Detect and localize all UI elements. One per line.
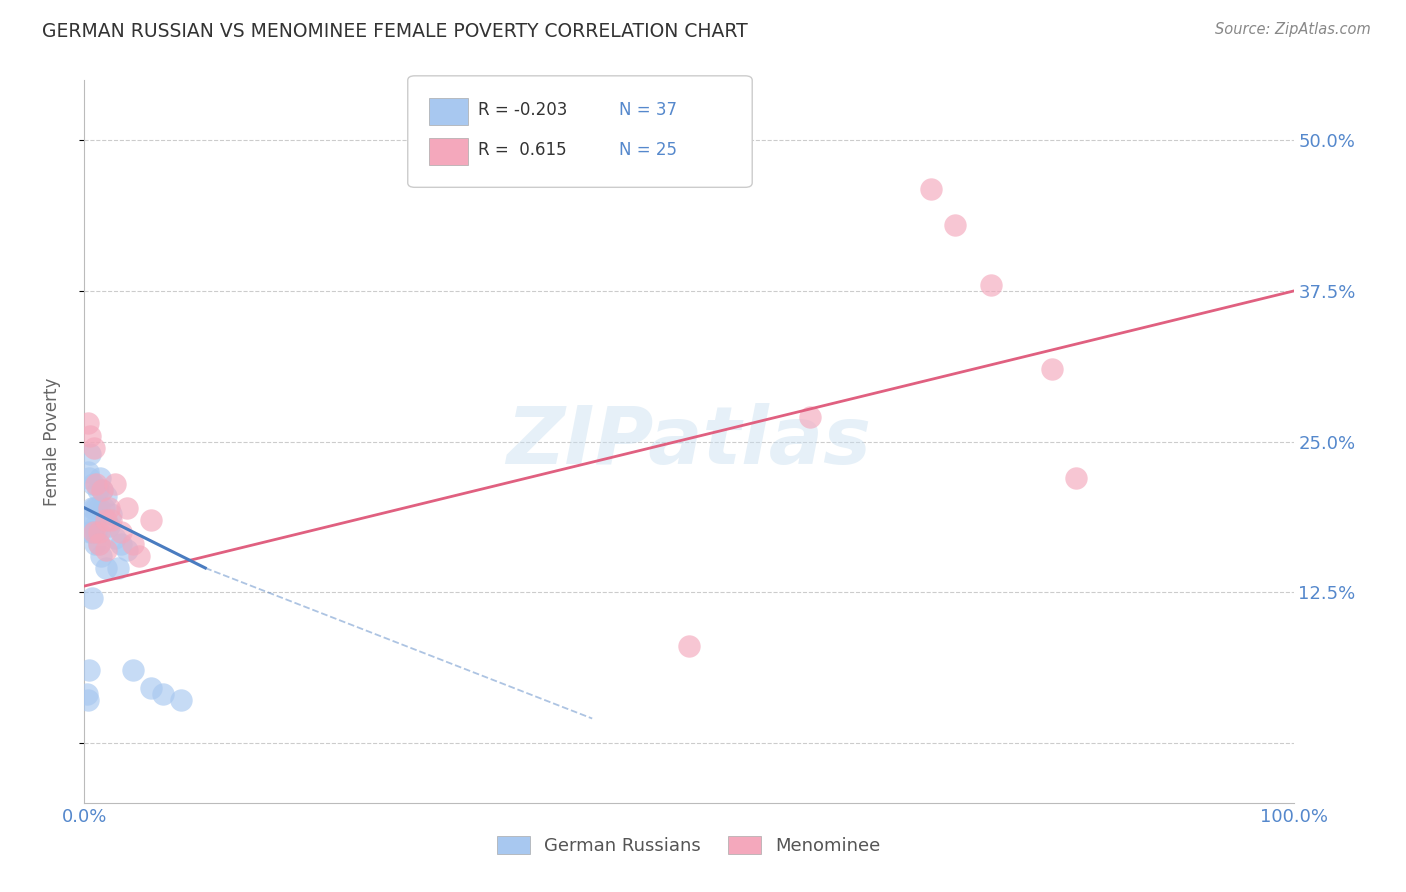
Point	[86, 476, 108, 491]
Point	[93, 500, 115, 515]
Point	[87, 524, 110, 539]
Point	[77, 693, 100, 707]
Point	[1040, 362, 1063, 376]
Point	[104, 476, 127, 491]
Point	[80, 500, 103, 515]
Point	[94, 542, 117, 557]
Point	[121, 537, 143, 551]
Text: N = 37: N = 37	[619, 101, 676, 119]
Point	[97, 500, 120, 515]
Point	[128, 549, 150, 563]
Point	[77, 664, 100, 678]
Point	[115, 542, 138, 557]
Text: R =  0.615: R = 0.615	[478, 141, 567, 159]
Point	[920, 182, 942, 196]
Point	[79, 447, 101, 461]
Point	[97, 519, 120, 533]
Point	[86, 483, 108, 497]
Point	[100, 513, 122, 527]
Point	[87, 500, 110, 515]
Text: GERMAN RUSSIAN VS MENOMINEE FEMALE POVERTY CORRELATION CHART: GERMAN RUSSIAN VS MENOMINEE FEMALE POVER…	[42, 22, 748, 41]
Point	[1064, 471, 1087, 485]
Point	[94, 561, 117, 575]
Text: ZIPatlas: ZIPatlas	[506, 402, 872, 481]
Point	[91, 483, 114, 497]
Point	[94, 513, 117, 527]
Point	[87, 537, 110, 551]
Point	[110, 537, 132, 551]
Point	[89, 471, 111, 485]
Point	[83, 500, 105, 515]
Text: Source: ZipAtlas.com: Source: ZipAtlas.com	[1215, 22, 1371, 37]
Point	[79, 428, 101, 442]
Point	[107, 561, 129, 575]
Point	[77, 465, 100, 479]
Point	[76, 687, 98, 701]
Y-axis label: Female Poverty: Female Poverty	[42, 377, 60, 506]
Point	[100, 507, 122, 521]
Point	[678, 639, 700, 653]
Point	[83, 513, 105, 527]
Point	[799, 410, 821, 425]
Point	[82, 476, 104, 491]
Point	[110, 524, 132, 539]
Point	[83, 524, 105, 539]
Point	[94, 489, 117, 503]
Point	[170, 693, 193, 707]
Point	[104, 531, 127, 545]
Text: N = 25: N = 25	[619, 141, 676, 159]
Text: R = -0.203: R = -0.203	[478, 101, 568, 119]
Point	[77, 417, 100, 431]
Point	[139, 681, 162, 696]
Point	[79, 524, 101, 539]
Point	[86, 524, 108, 539]
Point	[80, 591, 103, 606]
Point	[86, 500, 108, 515]
Point	[77, 471, 100, 485]
Point	[82, 513, 104, 527]
Point	[139, 513, 162, 527]
Point	[90, 549, 112, 563]
Point	[152, 687, 174, 701]
Point	[943, 218, 966, 232]
Point	[91, 483, 114, 497]
Point	[87, 537, 110, 551]
Point	[84, 519, 107, 533]
Point	[121, 664, 143, 678]
Point	[84, 537, 107, 551]
Point	[83, 441, 105, 455]
Point	[980, 278, 1002, 293]
Point	[80, 524, 103, 539]
Legend: German Russians, Menominee: German Russians, Menominee	[491, 829, 887, 863]
Point	[115, 500, 138, 515]
